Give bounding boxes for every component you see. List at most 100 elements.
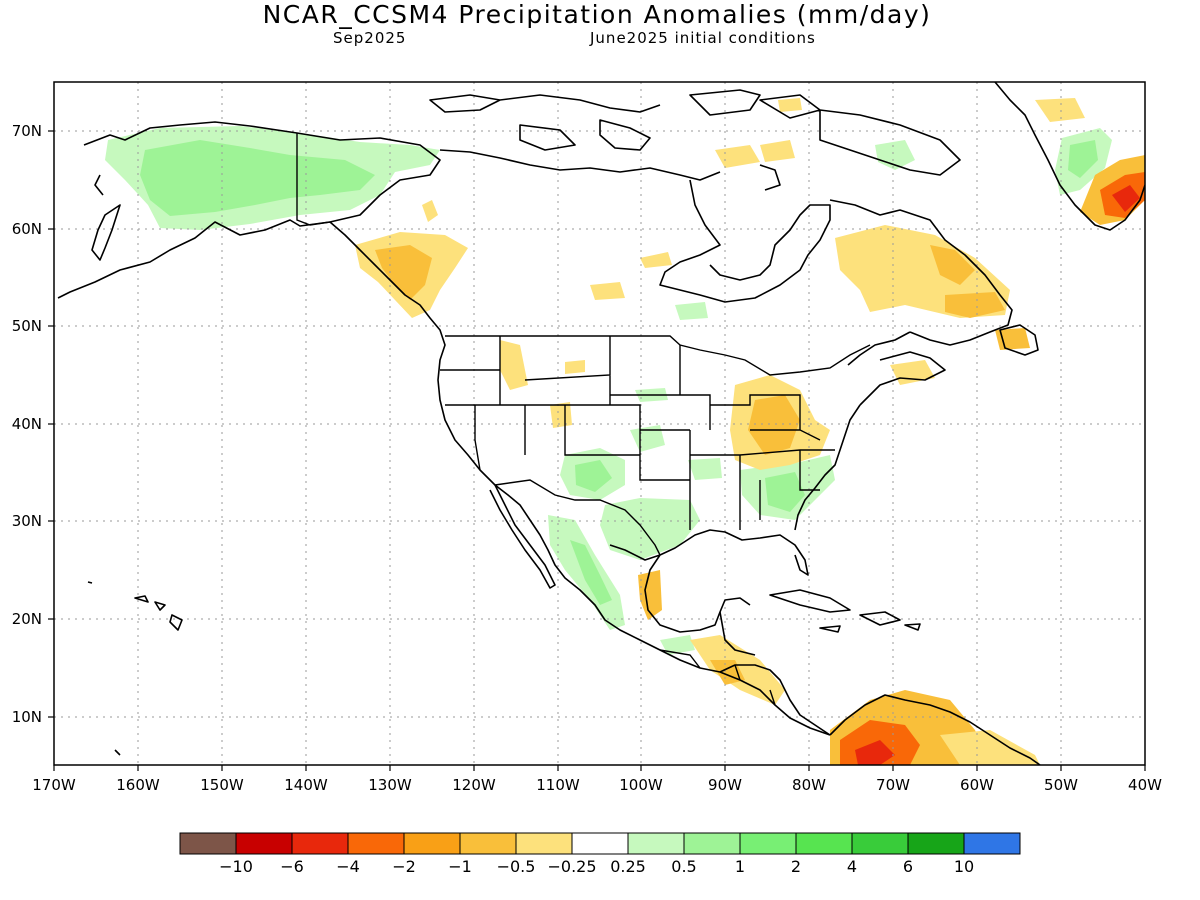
south-america-coast [829,694,1041,765]
baffin-dry-spot [778,98,802,112]
map-area [54,82,1145,765]
colorbar-swatch [571,832,629,855]
lat-label: 30N [11,512,42,530]
colorbar-label: −0.25 [547,857,597,876]
lon-label: 60W [960,776,994,794]
hudson-dry-spot [640,252,672,268]
lon-label: 110W [536,776,580,794]
labrador-dry-core [945,292,1005,318]
alaska-coast [57,121,441,299]
arctic-dry-spot-2 [760,140,795,162]
colorbar-swatch [739,832,797,855]
coastlines [57,82,1145,765]
hudson-bay-coast [659,164,831,303]
colorbar-swatch [235,832,293,855]
bc-dry-core [375,245,432,300]
arctic-dry-spot-1 [715,145,760,168]
caribbean-islands [769,589,921,633]
colorbar-swatch [627,832,685,855]
colorbar-label: −6 [280,857,304,876]
lat-label: 20N [11,610,42,628]
colorbar-swatch [851,832,909,855]
colorbar-label: 6 [902,857,914,876]
lon-label: 150W [200,776,244,794]
lon-label: 50W [1044,776,1078,794]
colorbar-label: 0.25 [610,857,646,876]
plains-wet-region [630,425,665,452]
atlantic-coast [794,404,861,531]
yukon-dry-spot [422,200,438,222]
colorbar-swatch [795,832,853,855]
colorbar-label: 0.5 [671,857,697,876]
lon-label: 140W [284,776,328,794]
southeast-wet-core [765,472,805,512]
idaho-dry-spot [500,340,528,390]
colorbar-label: 10 [953,857,975,876]
dry-anomaly-regions [355,98,1145,765]
colorbar-label: −4 [336,857,360,876]
gulf-stlawrence-coast [847,331,946,406]
colorado-dry-spot [550,402,572,428]
lon-label: 40W [1128,776,1162,794]
greenland-wet-core [1068,140,1098,178]
greenland-coast [994,82,1145,231]
axis-ticks [48,130,1146,771]
graticule [54,82,1145,765]
montana-dry-spot [565,360,585,374]
labrador-coast [829,199,1039,356]
colorbar-label: 1 [734,857,746,876]
lon-label: 170W [32,776,76,794]
gulf-dry-spot [638,570,662,620]
colorbar-label: 4 [846,857,858,876]
political-borders [296,133,871,706]
us-state-lines [440,336,835,530]
lon-label: 70W [876,776,910,794]
saskatchewan-dry-spot [590,282,625,300]
greenland-dry-north [1035,98,1085,122]
southwest-wet-core [575,460,612,492]
colorbar-swatch [403,832,461,855]
greenland-dry-peak [1112,185,1140,212]
map-title: NCAR_CCSM4 Precipitation Anomalies (mm/d… [262,0,932,29]
texas-wet-region [600,498,700,560]
colombia-dry-peak [855,740,895,765]
colorbar-swatch [459,832,517,855]
colorbar-swatch [291,832,349,855]
lat-label: 10N [11,708,42,726]
ozarks-wet-region [688,458,722,480]
lat-label: 50N [11,317,42,335]
colorbar-label: −2 [392,857,416,876]
ohio-valley-dry-core [748,395,800,455]
baja-coast [489,484,556,589]
hawaii-islands [87,581,183,756]
gulf-of-mexico-coast [609,529,809,633]
lon-label: 160W [116,776,160,794]
colorbar-swatch [683,832,741,855]
forecast-month: Sep2025 [333,29,407,47]
us-mexico-border [494,479,661,556]
lon-label: 90W [708,776,742,794]
yucatan-wet-region [660,635,695,655]
wet-anomaly-regions [105,126,1112,655]
lon-label: 80W [792,776,826,794]
colorbar-swatch [179,832,237,855]
central-america-borders [659,649,776,706]
quebec-dry-core [930,245,975,285]
colorbar-swatch [963,832,1021,855]
venezuela-dry-spot [940,730,1040,765]
us-canada-border [445,335,871,376]
canada-arctic-coast [429,89,961,181]
initial-conditions-label: June2025 initial conditions [590,29,816,47]
maritimes-dry-spot [890,360,935,385]
colorbar-label: −0.5 [496,857,536,876]
ontario-wet-region [675,302,708,320]
lat-label: 70N [11,122,42,140]
lon-label: 130W [368,776,412,794]
lon-label: 120W [452,776,496,794]
colorbar-swatch [515,832,573,855]
colorbar [179,832,1021,855]
lat-label: 40N [11,415,42,433]
colorbar-swatch [347,832,405,855]
alaska-canada-border [296,133,331,226]
